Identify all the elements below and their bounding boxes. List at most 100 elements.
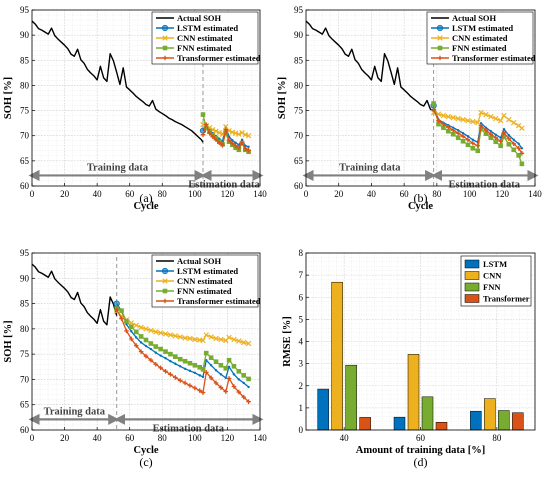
data-point <box>124 328 129 334</box>
y-tick-label: 70 <box>20 131 30 141</box>
legend-marker <box>162 288 168 294</box>
data-point <box>213 359 219 365</box>
data-point <box>441 125 446 130</box>
data-point <box>441 121 446 127</box>
data-point <box>201 375 205 379</box>
data-point <box>138 349 144 354</box>
data-point <box>223 366 229 371</box>
legend-label: Actual SOH <box>177 256 222 266</box>
estimation-data-label: Estimation data <box>153 423 225 434</box>
data-point <box>153 344 159 349</box>
y-tick-label: 75 <box>294 106 304 116</box>
data-point <box>470 118 476 125</box>
legend-marker <box>437 35 443 41</box>
training-data-label: Training data <box>339 162 401 173</box>
data-point <box>144 344 148 348</box>
x-tick-label: 80 <box>432 189 442 199</box>
data-point <box>460 138 466 144</box>
legend-label: Actual SOH <box>452 13 497 23</box>
data-point <box>208 334 214 340</box>
y-tick-label: 65 <box>294 156 304 166</box>
data-point <box>231 139 234 142</box>
data-point <box>200 112 206 117</box>
data-point <box>213 128 219 134</box>
legend-label: LSTM estimated <box>177 266 238 276</box>
x-tick-label: 120 <box>221 189 235 199</box>
data-point <box>478 123 484 128</box>
chart-panel-d: 40 60 80 0 1 2 3 4 5 6 7 8 Amount of training data [… <box>282 248 536 469</box>
data-point <box>203 122 209 127</box>
data-point <box>200 390 206 395</box>
data-point <box>187 335 193 342</box>
data-point <box>177 334 183 340</box>
data-point <box>216 140 222 146</box>
plot-frame <box>305 9 536 187</box>
data-point <box>203 350 209 356</box>
data-point <box>475 148 481 154</box>
y-tick-label: 60 <box>294 181 304 191</box>
y-tick-label: 60 <box>20 425 30 435</box>
data-point <box>502 127 506 131</box>
y-tick-label: 95 <box>294 5 304 15</box>
data-point <box>511 119 517 126</box>
data-point <box>241 373 247 378</box>
data-point <box>168 372 173 377</box>
data-point <box>246 376 251 382</box>
data-point <box>501 130 507 135</box>
data-point <box>158 365 163 371</box>
estimation-data-label: Estimation data <box>449 179 521 190</box>
data-point <box>511 141 517 147</box>
panel-caption: (c) <box>139 455 152 469</box>
data-point <box>173 354 178 359</box>
y-axis-label: SOH [%] <box>277 77 288 119</box>
y-tick-label: 80 <box>20 324 30 334</box>
panel-caption: (a) <box>139 191 152 205</box>
legend-label: FNN estimated <box>177 286 232 296</box>
data-point <box>188 369 192 373</box>
data-point <box>182 380 188 386</box>
y-tick-label: 1 <box>299 403 304 413</box>
data-point <box>455 115 461 122</box>
data-point <box>230 140 235 146</box>
data-point <box>133 322 139 329</box>
data-point <box>460 133 466 139</box>
data-point <box>219 373 223 376</box>
y-tick-label: 0 <box>299 425 304 435</box>
data-point <box>167 332 174 338</box>
legend-marker <box>162 55 168 61</box>
y-tick-label: 85 <box>20 55 30 65</box>
data-point <box>164 356 167 360</box>
legend-marker <box>162 35 168 41</box>
data-point <box>114 307 119 312</box>
data-point <box>501 112 507 119</box>
data-point <box>224 376 227 380</box>
x-tick-label: 20 <box>60 433 70 443</box>
data-point <box>198 374 201 377</box>
x-tick-label: 60 <box>400 189 410 199</box>
data-point <box>483 111 489 118</box>
legend-label: FNN <box>483 282 501 292</box>
data-point <box>455 130 461 136</box>
training-data-label: Training data <box>44 406 106 417</box>
legend-label: Actual SOH <box>177 13 222 23</box>
y-tick-label: 70 <box>20 374 30 384</box>
data-point <box>511 147 517 153</box>
data-point <box>148 341 154 346</box>
legend-label: FNN estimated <box>177 43 232 53</box>
data-point <box>483 131 489 137</box>
data-point <box>197 364 203 370</box>
x-tick-label: 0 <box>30 433 35 443</box>
x-tick-label: 120 <box>496 189 510 199</box>
data-point <box>460 116 466 123</box>
data-point <box>213 335 219 342</box>
legend-label: CNN estimated <box>177 33 233 43</box>
data-point <box>119 308 124 313</box>
data-point <box>214 369 218 372</box>
x-tick-label: 100 <box>463 189 477 199</box>
data-point <box>226 334 232 341</box>
y-tick-label: 5 <box>299 314 304 324</box>
data-point <box>247 145 250 148</box>
data-point <box>158 346 163 352</box>
data-point <box>200 367 206 372</box>
